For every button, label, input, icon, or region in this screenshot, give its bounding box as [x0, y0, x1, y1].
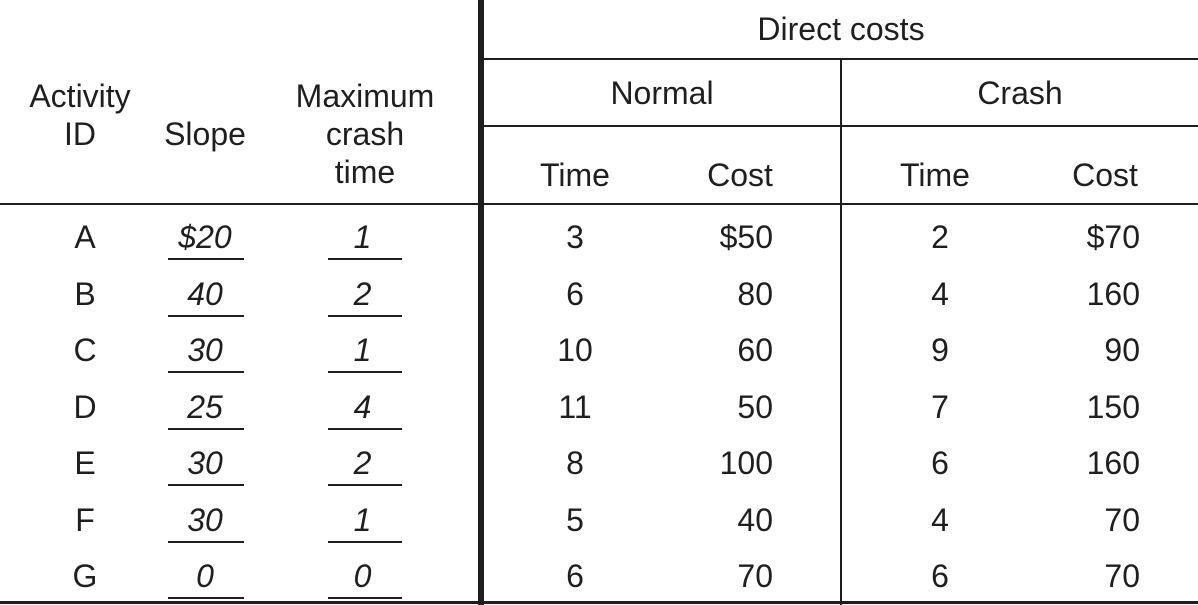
- cell-crash-time: 7: [931, 388, 949, 425]
- cell-activity-id: G: [72, 558, 98, 594]
- cell-slope: $20: [178, 219, 232, 255]
- cell-slope: 0: [196, 558, 214, 594]
- cell-max-crash-time: 1: [353, 332, 372, 368]
- max-crash-underline: [328, 540, 402, 543]
- cell-crash-cost: 70: [1104, 558, 1140, 594]
- header-bottom-rule: [0, 203, 1198, 205]
- slope-underline: [168, 540, 244, 543]
- cell-max-crash-time: 1: [353, 501, 372, 538]
- header-normal-time: Time: [540, 157, 610, 193]
- cell-max-crash-time: 4: [353, 388, 372, 425]
- cell-normal-cost: 40: [737, 501, 773, 538]
- cell-max-crash-time: 2: [353, 275, 372, 312]
- cell-normal-cost: 80: [737, 275, 773, 312]
- cell-crash-time: 9: [931, 332, 949, 368]
- cell-activity-id: E: [74, 445, 96, 481]
- slope-underline: [168, 484, 244, 486]
- max-crash-underline: [328, 427, 402, 430]
- cell-max-crash-time: 0: [353, 558, 372, 594]
- slope-underline: [168, 314, 244, 317]
- slope-underline: [168, 258, 244, 260]
- cell-crash-cost: 150: [1086, 388, 1140, 425]
- cell-activity-id: C: [73, 332, 97, 368]
- cell-slope: 30: [187, 445, 223, 481]
- header-normal: Normal: [610, 75, 714, 111]
- cell-slope: 40: [187, 275, 223, 312]
- cell-slope: 30: [187, 332, 223, 368]
- max-crash-underline: [328, 597, 402, 599]
- slope-underline: [168, 371, 244, 373]
- direct-costs-underline: [484, 58, 1198, 60]
- header-activity-id: Activity ID: [29, 78, 131, 152]
- cell-normal-time: 11: [558, 388, 592, 425]
- cell-normal-cost: $50: [719, 219, 773, 255]
- header-crash-cost: Cost: [1072, 157, 1138, 193]
- vertical-divider: [478, 0, 484, 605]
- max-crash-underline: [328, 484, 402, 486]
- max-crash-underline: [328, 314, 402, 317]
- normal-crash-divider: [840, 60, 842, 605]
- cell-crash-time: 4: [931, 501, 949, 538]
- max-crash-underline: [328, 258, 402, 260]
- cell-max-crash-time: 1: [353, 219, 372, 255]
- cell-crash-cost: 70: [1104, 501, 1140, 538]
- cell-max-crash-time: 2: [353, 445, 372, 481]
- cell-normal-time: 6: [566, 558, 584, 594]
- cell-normal-time: 8: [566, 445, 584, 481]
- cell-activity-id: F: [75, 501, 95, 538]
- cell-slope: 30: [187, 501, 223, 538]
- cell-crash-cost: $70: [1086, 219, 1140, 255]
- header-crash: Crash: [977, 75, 1063, 111]
- header-crash-time: Time: [900, 157, 970, 193]
- header-max-crash-time: Maximum crash time: [295, 78, 435, 190]
- cell-slope: 25: [187, 388, 223, 425]
- cell-normal-time: 10: [557, 332, 593, 368]
- cell-normal-cost: 70: [737, 558, 773, 594]
- slope-underline: [168, 597, 244, 599]
- cell-normal-cost: 100: [719, 445, 773, 481]
- cell-normal-time: 3: [566, 219, 584, 255]
- cell-activity-id: B: [74, 275, 96, 312]
- cell-activity-id: A: [74, 219, 96, 255]
- header-normal-cost: Cost: [707, 157, 773, 193]
- cell-normal-cost: 60: [737, 332, 773, 368]
- table-bottom-rule: [0, 601, 1198, 604]
- cell-crash-cost: 160: [1086, 275, 1140, 312]
- slope-underline: [168, 427, 244, 430]
- cell-crash-time: 2: [931, 219, 949, 255]
- cell-activity-id: D: [73, 388, 97, 425]
- max-crash-underline: [328, 371, 402, 373]
- cell-normal-time: 5: [566, 501, 584, 538]
- cell-crash-time: 4: [931, 275, 949, 312]
- cell-normal-time: 6: [566, 275, 584, 312]
- cell-crash-cost: 90: [1104, 332, 1140, 368]
- header-direct-costs: Direct costs: [757, 11, 925, 47]
- cell-crash-cost: 160: [1086, 445, 1140, 481]
- header-slope: Slope: [164, 116, 246, 152]
- cell-crash-time: 6: [931, 558, 949, 594]
- cell-crash-time: 6: [931, 445, 949, 481]
- cell-normal-cost: 50: [737, 388, 773, 425]
